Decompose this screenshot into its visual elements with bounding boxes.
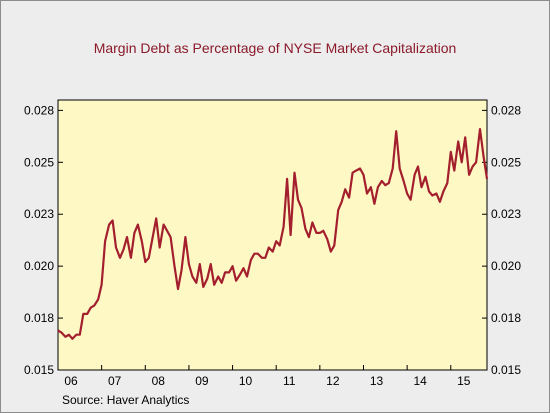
y-axis-left: 0.015 0.018 0.020 0.023 0.025 0.028 — [24, 103, 63, 377]
y-tick-label-right: 0.023 — [491, 207, 521, 221]
y-tick-label-left: 0.028 — [24, 103, 54, 117]
y-tick-label-left: 0.023 — [24, 207, 54, 221]
y-tick-label-left: 0.020 — [24, 259, 54, 273]
x-tick-label: 06 — [64, 374, 78, 388]
y-tick-label-right: 0.020 — [491, 259, 521, 273]
x-tick-label: 09 — [195, 374, 209, 388]
x-tick-label: 08 — [152, 374, 166, 388]
y-tick-label-left: 0.015 — [24, 363, 54, 377]
x-tick-label: 10 — [239, 374, 253, 388]
source-note: Source: Haver Analytics — [62, 393, 190, 407]
y-tick-label-left: 0.025 — [24, 155, 54, 169]
y-axis-right: 0.015 0.018 0.020 0.023 0.025 0.028 — [482, 103, 521, 377]
x-axis: 06 07 08 09 10 11 12 13 14 15 — [57, 365, 471, 388]
plot-area — [57, 99, 488, 371]
x-tick-label: 11 — [283, 374, 296, 388]
x-tick-label: 07 — [108, 374, 122, 388]
x-tick-label: 15 — [457, 374, 471, 388]
x-tick-label: 13 — [370, 374, 384, 388]
y-tick-label-right: 0.018 — [491, 311, 521, 325]
y-tick-label-right: 0.015 — [491, 363, 521, 377]
y-tick-label-left: 0.018 — [24, 311, 54, 325]
y-tick-label-right: 0.028 — [491, 103, 521, 117]
x-tick-label: 12 — [326, 374, 340, 388]
series-line — [57, 128, 489, 340]
chart-title: Margin Debt as Percentage of NYSE Market… — [93, 40, 457, 56]
x-tick-label: 14 — [413, 374, 427, 388]
y-tick-label-right: 0.025 — [491, 155, 521, 169]
